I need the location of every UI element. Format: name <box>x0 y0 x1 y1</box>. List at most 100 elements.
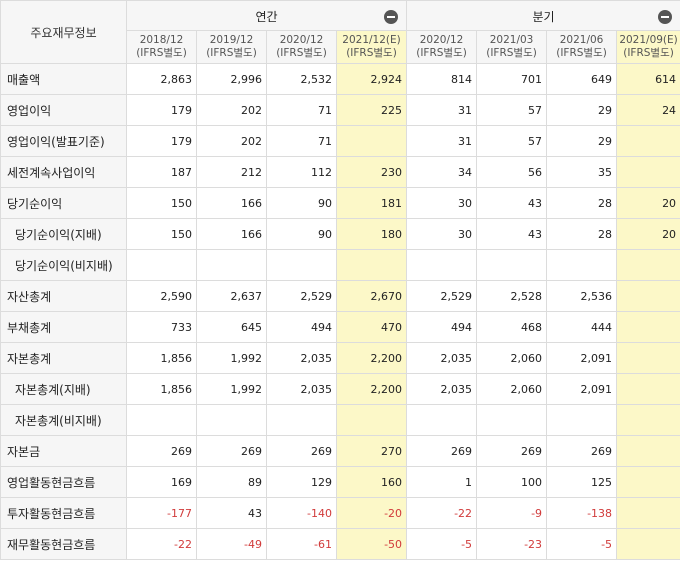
value-cell: 230 <box>335 156 408 188</box>
value-cell: 30 <box>406 218 478 250</box>
table-row: 당기순이익(비지배) <box>0 249 680 281</box>
value-cell: 1,856 <box>126 342 197 374</box>
value-cell: -61 <box>266 528 337 560</box>
column-basis: (IFRS별도) <box>346 47 397 59</box>
value-cell: 180 <box>335 218 408 250</box>
row-label: 투자활동현금흐름 <box>0 497 127 529</box>
value-cell: 150 <box>126 187 197 219</box>
value-cell: 649 <box>546 63 618 95</box>
value-cell <box>616 311 680 343</box>
value-cell <box>616 342 680 374</box>
column-period: 2020/12 <box>279 34 324 46</box>
table-row: 자본총계(지배) 1,856 1,992 2,035 2,200 2,035 2,060 2,… <box>0 373 680 405</box>
column-period: 2021/06 <box>559 34 604 46</box>
value-cell: 179 <box>126 94 197 126</box>
value-cell: 269 <box>196 435 267 467</box>
value-cell: 56 <box>476 156 548 188</box>
value-cell: 212 <box>196 156 267 188</box>
value-cell <box>546 249 618 281</box>
value-cell <box>616 125 680 157</box>
value-cell: 614 <box>616 63 680 95</box>
value-cell: 444 <box>546 311 618 343</box>
value-cell <box>616 156 680 188</box>
value-cell: 2,863 <box>126 63 197 95</box>
row-label: 매출액 <box>0 63 127 95</box>
value-cell: 90 <box>266 187 337 219</box>
table-row: 영업이익(발표기준) 179 202 71 31 57 29 <box>0 125 680 157</box>
row-label: 자본총계 <box>0 342 127 374</box>
value-cell: 150 <box>126 218 197 250</box>
value-cell: 2,035 <box>266 342 337 374</box>
value-cell: 269 <box>476 435 548 467</box>
value-cell: 269 <box>546 435 618 467</box>
value-cell: -22 <box>406 497 478 529</box>
value-cell: 57 <box>476 125 548 157</box>
row-label: 자본총계(비지배) <box>0 404 127 436</box>
column-header: 2021/09(E) (IFRS별도) <box>616 30 680 64</box>
column-basis: (IFRS별도) <box>623 47 674 59</box>
table-row: 매출액 2,863 2,996 2,532 2,924 814 701 649 614 <box>0 63 680 95</box>
table-body: 매출액 2,863 2,996 2,532 2,924 814 701 649 614 영업이익 1… <box>0 63 680 560</box>
column-header: 2020/12 (IFRS별도) <box>406 30 478 64</box>
value-cell: 160 <box>335 466 408 498</box>
value-cell: 2,060 <box>476 373 548 405</box>
value-cell <box>616 466 680 498</box>
value-cell: 43 <box>476 187 548 219</box>
value-cell <box>266 404 337 436</box>
table-row: 투자활동현금흐름 -177 43 -140 -20 -22 -9 -138 <box>0 497 680 529</box>
value-cell <box>616 404 680 436</box>
value-cell: 57 <box>476 94 548 126</box>
value-cell <box>616 528 680 560</box>
value-cell: 129 <box>266 466 337 498</box>
value-cell: 2,091 <box>546 373 618 405</box>
row-label: 부채총계 <box>0 311 127 343</box>
value-cell: 89 <box>196 466 267 498</box>
value-cell <box>126 249 197 281</box>
value-cell: 269 <box>126 435 197 467</box>
value-cell <box>616 249 680 281</box>
column-basis: (IFRS별도) <box>486 47 537 59</box>
value-cell: 645 <box>196 311 267 343</box>
table-row: 부채총계 733 645 494 470 494 468 444 <box>0 311 680 343</box>
table-row: 영업활동현금흐름 169 89 129 160 1 100 125 <box>0 466 680 498</box>
value-cell: 2,590 <box>126 280 197 312</box>
value-cell <box>196 249 267 281</box>
column-header: 2018/12 (IFRS별도) <box>126 30 197 64</box>
value-cell: 179 <box>126 125 197 157</box>
value-cell: 701 <box>476 63 548 95</box>
value-cell: 494 <box>266 311 337 343</box>
row-label: 영업이익 <box>0 94 127 126</box>
value-cell: 2,091 <box>546 342 618 374</box>
annual-group-label: 연간 <box>255 10 278 24</box>
collapse-annual-icon[interactable] <box>384 10 399 24</box>
value-cell: 470 <box>335 311 408 343</box>
value-cell: 181 <box>335 187 408 219</box>
value-cell: 2,035 <box>406 342 478 374</box>
table-row: 당기순이익 150 166 90 181 30 43 28 20 <box>0 187 680 219</box>
value-cell: 100 <box>476 466 548 498</box>
value-cell: 202 <box>196 94 267 126</box>
column-basis: (IFRS별도) <box>416 47 467 59</box>
row-label: 자본금 <box>0 435 127 467</box>
value-cell: 2,529 <box>406 280 478 312</box>
column-basis: (IFRS별도) <box>136 47 187 59</box>
value-cell: 2,924 <box>335 63 408 95</box>
column-period: 2018/12 <box>139 34 184 46</box>
collapse-quarterly-icon[interactable] <box>658 10 673 24</box>
value-cell: -49 <box>196 528 267 560</box>
value-cell: 2,200 <box>335 342 408 374</box>
corner-label: 주요재무정보 <box>0 0 127 64</box>
value-cell: 1,856 <box>126 373 197 405</box>
value-cell: -23 <box>476 528 548 560</box>
table-row: 자본금 269 269 269 270 269 269 269 <box>0 435 680 467</box>
value-cell: -9 <box>476 497 548 529</box>
value-cell <box>476 249 548 281</box>
quarterly-group-header: 분기 <box>406 0 680 31</box>
value-cell: 31 <box>406 125 478 157</box>
value-cell: -20 <box>335 497 408 529</box>
row-label: 당기순이익 <box>0 187 127 219</box>
value-cell: 269 <box>406 435 478 467</box>
value-cell: 24 <box>616 94 680 126</box>
value-cell: 166 <box>196 218 267 250</box>
value-cell: 71 <box>266 94 337 126</box>
